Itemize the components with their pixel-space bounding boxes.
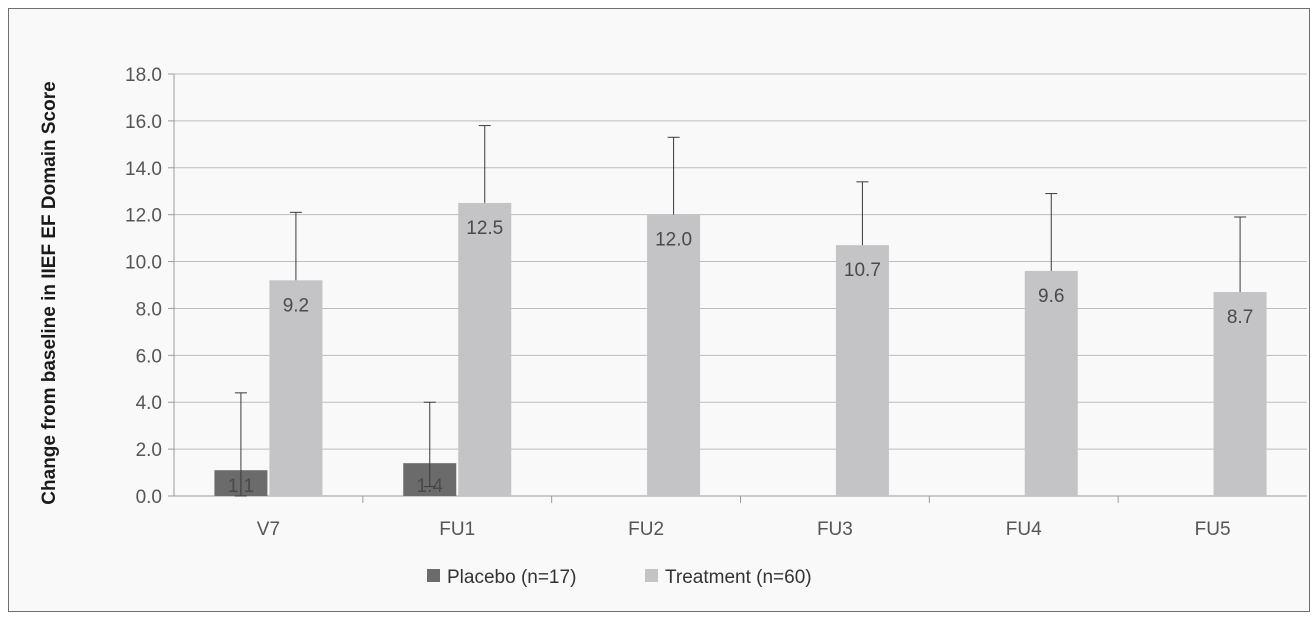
x-tick-label: FU5: [1195, 519, 1231, 540]
gridlines: [174, 73, 1307, 450]
x-tick-label: FU2: [628, 519, 664, 540]
y-tick-label: 14.0: [125, 159, 162, 180]
chart-frame: 0.0 2.0 4.0 6.0 8.0 10.0 12.0 14.0 16.0 18.0 V7 FU1…: [8, 8, 1310, 612]
y-tick-label: 6.0: [136, 346, 162, 367]
error-bars: [234, 125, 1247, 497]
y-tick-label: 4.0: [136, 393, 162, 414]
y-tick-label: 12.0: [125, 206, 162, 227]
y-tick-label: 0.0: [136, 487, 162, 508]
axes: 0.0 2.0 4.0 6.0 8.0 10.0 12.0 14.0 16.0 18.0 V7 FU1…: [125, 65, 1307, 540]
data-label: 12.0: [655, 230, 692, 251]
data-label: 8.7: [1227, 307, 1253, 328]
data-label: 9.6: [1038, 286, 1064, 307]
x-tick-label: FU3: [817, 519, 853, 540]
data-label: 1.1: [228, 476, 254, 497]
bar-treatment: [269, 280, 323, 496]
data-label: 12.5: [466, 218, 503, 239]
legend: Placebo (n=17) Treatment (n=60): [427, 567, 812, 588]
legend-swatch-treatment: [645, 569, 658, 582]
data-label: 1.4: [417, 476, 444, 497]
bar-treatment: [1213, 292, 1267, 496]
y-tick-label: 10.0: [125, 253, 162, 274]
data-label: 10.7: [844, 260, 881, 281]
x-tick-label: V7: [257, 519, 280, 540]
x-tick-label: FU1: [439, 519, 475, 540]
bar-treatment: [458, 202, 512, 496]
bar-treatment: [835, 245, 889, 496]
bar-chart: 0.0 2.0 4.0 6.0 8.0 10.0 12.0 14.0 16.0 18.0 V7 FU1…: [39, 65, 1307, 588]
legend-swatch-placebo: [427, 569, 440, 582]
bar-treatment: [647, 214, 701, 496]
bars: [214, 202, 1267, 496]
bar-treatment: [1024, 270, 1078, 496]
y-axis-label: Change from baseline in IIEF EF Domain S…: [39, 81, 60, 504]
y-tick-label: 18.0: [125, 65, 162, 86]
data-labels: 1.1 1.4 9.2 12.5 12.0 10.7 9.6 8.7: [228, 218, 1254, 497]
legend-label-treatment: Treatment (n=60): [665, 567, 812, 588]
y-tick-label: 16.0: [125, 112, 162, 133]
y-tick-label: 8.0: [136, 299, 162, 320]
y-tick-label: 2.0: [136, 440, 162, 461]
x-tick-label: FU4: [1006, 519, 1042, 540]
data-label: 9.2: [283, 295, 309, 316]
legend-label-placebo: Placebo (n=17): [447, 567, 576, 588]
